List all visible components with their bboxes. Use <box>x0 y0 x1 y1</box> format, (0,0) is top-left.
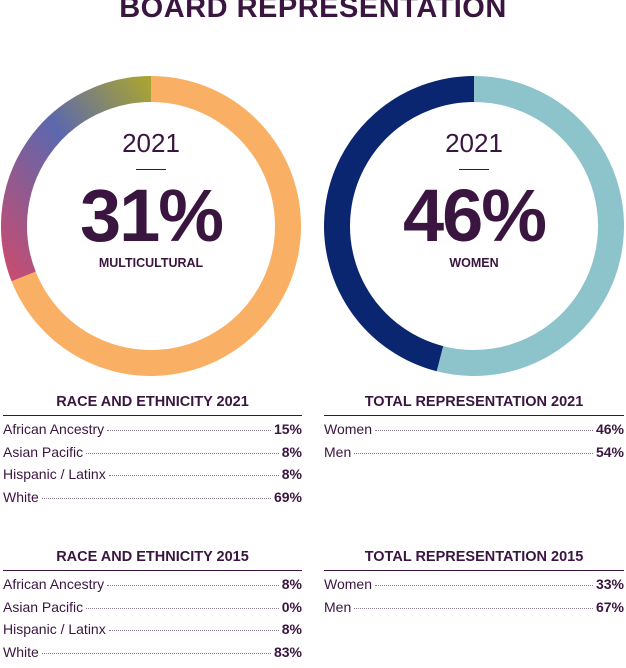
women-divider <box>459 169 489 170</box>
women-percent: 46% <box>402 174 547 257</box>
row-label: African Ancestry <box>3 576 105 592</box>
row-label: Women <box>324 421 372 437</box>
row-label: White <box>3 644 39 661</box>
dot-leader <box>374 585 593 586</box>
table-row: Men 67% <box>324 599 624 622</box>
dot-leader <box>107 585 279 586</box>
dot-leader <box>374 430 593 431</box>
table-row: Asian Pacific 8% <box>3 444 302 467</box>
row-value: 33% <box>595 576 624 592</box>
row-label: Men <box>324 443 352 460</box>
table-title: TOTAL REPRESENTATION 2015 <box>364 549 584 565</box>
row-label: Hispanic / Latinx <box>3 621 106 638</box>
row-value: 8% <box>281 576 302 592</box>
row-value: 83% <box>273 644 302 661</box>
table-title: RACE AND ETHNICITY 2021 <box>56 394 249 410</box>
row-value: 67% <box>595 598 624 615</box>
donut-slice-multicultural <box>1 76 152 282</box>
table-row: Women 46% <box>324 421 624 444</box>
dot-leader <box>354 607 593 609</box>
table-title: TOTAL REPRESENTATION 2021 <box>364 394 584 410</box>
multicultural-year: 2021 <box>122 128 180 158</box>
table-row: Asian Pacific 0% <box>3 599 302 622</box>
row-label: Women <box>324 576 372 592</box>
page-title: BOARD REPRESENTATION <box>119 0 507 24</box>
row-label: Asian Pacific <box>3 443 84 460</box>
women-year: 2021 <box>445 128 503 158</box>
row-label: African Ancestry <box>3 421 105 437</box>
total-representation-2015-table: TOTAL REPRESENTATION 2015 Women 33% Men 67% <box>324 546 624 621</box>
dot-leader <box>86 452 279 454</box>
table-row: Hispanic / Latinx 8% <box>3 621 302 644</box>
table-rule <box>324 570 624 571</box>
donut-slice-white <box>11 76 301 376</box>
women-donut: 2021 46% WOMEN <box>324 76 624 376</box>
table-rule <box>3 570 302 571</box>
row-value: 0% <box>281 598 302 615</box>
row-value: 46% <box>595 421 624 437</box>
dot-leader <box>41 653 271 655</box>
row-label: Hispanic / Latinx <box>3 466 106 483</box>
row-value: 54% <box>595 443 624 460</box>
row-label: Men <box>324 598 352 615</box>
donut-slice-men <box>436 76 624 376</box>
dot-leader <box>107 430 271 431</box>
table-rule <box>3 415 302 416</box>
table-row: African Ancestry 15% <box>3 421 302 444</box>
total-representation-2021-table: TOTAL REPRESENTATION 2021 Women 46% Men 54% <box>324 391 624 466</box>
multicultural-donut-svg <box>1 76 301 376</box>
dot-leader <box>354 452 593 454</box>
row-value: 15% <box>273 421 302 437</box>
row-value: 69% <box>273 489 302 506</box>
race-ethnicity-2021-table: RACE AND ETHNICITY 2021 African Ancestry… <box>3 391 302 512</box>
table-row: Men 54% <box>324 444 624 467</box>
dot-leader <box>86 607 279 609</box>
table-row: Hispanic / Latinx 8% <box>3 466 302 489</box>
table-row: African Ancestry 8% <box>3 576 302 599</box>
row-value: 8% <box>281 443 302 460</box>
row-label: Asian Pacific <box>3 598 84 615</box>
women-label: WOMEN <box>449 256 499 270</box>
row-label: White <box>3 489 39 506</box>
dot-leader <box>108 630 279 632</box>
multicultural-percent: 31% <box>79 174 224 257</box>
multicultural-donut: 2021 31% MULTICULTURAL <box>1 76 301 376</box>
donut-slice-women <box>324 76 475 372</box>
table-title: RACE AND ETHNICITY 2015 <box>56 549 249 565</box>
race-ethnicity-2015-table: RACE AND ETHNICITY 2015 African Ancestry… <box>3 546 302 667</box>
dot-leader <box>108 475 279 477</box>
table-row: White 69% <box>3 489 302 512</box>
dot-leader <box>41 498 271 500</box>
row-value: 8% <box>281 466 302 483</box>
row-value: 8% <box>281 621 302 638</box>
multicultural-label: MULTICULTURAL <box>98 256 204 270</box>
table-rule <box>324 415 624 416</box>
multicultural-divider <box>136 169 166 170</box>
table-row: Women 33% <box>324 576 624 599</box>
table-row: White 83% <box>3 644 302 667</box>
women-donut-svg <box>324 76 624 376</box>
